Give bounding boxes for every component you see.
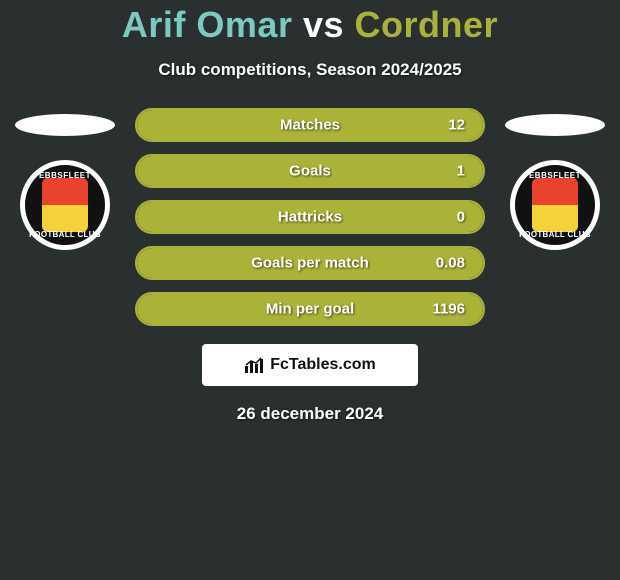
stat-label: Goals <box>289 163 331 180</box>
badge-shield-icon <box>42 178 88 232</box>
stat-value: 1196 <box>432 301 465 318</box>
stat-label: Goals per match <box>251 255 369 272</box>
player2-name: Cordner <box>355 4 499 45</box>
stat-bar: Goals 1 <box>135 154 485 188</box>
content-row: EBBSFLEET UNITED FOOTBALL CLUB Matches 12… <box>0 108 620 326</box>
badge-right-bot-text: FOOTBALL CLUB <box>515 230 595 239</box>
stat-bar: Matches 12 <box>135 108 485 142</box>
date-text: 26 december 2024 <box>0 404 620 424</box>
right-column: EBBSFLEET UNITED FOOTBALL CLUB <box>503 108 607 250</box>
stat-value: 1 <box>457 163 465 180</box>
page-title: Arif Omar vs Cordner <box>0 4 620 46</box>
stat-value: 0.08 <box>436 255 465 272</box>
stat-value: 0 <box>457 209 465 226</box>
stat-label: Matches <box>280 117 340 134</box>
subtitle: Club competitions, Season 2024/2025 <box>0 60 620 80</box>
stat-bar: Min per goal 1196 <box>135 292 485 326</box>
player1-placeholder <box>15 114 115 136</box>
brand-box[interactable]: FcTables.com <box>202 344 418 386</box>
player2-placeholder <box>505 114 605 136</box>
club-badge-right: EBBSFLEET UNITED FOOTBALL CLUB <box>510 160 600 250</box>
left-column: EBBSFLEET UNITED FOOTBALL CLUB <box>13 108 117 250</box>
chart-icon <box>244 356 266 374</box>
stat-value: 12 <box>448 117 465 134</box>
stats-column: Matches 12 Goals 1 Hattricks 0 Goals per match… <box>135 108 485 326</box>
brand-text: FcTables.com <box>270 356 376 374</box>
stat-label: Min per goal <box>266 301 354 318</box>
vs-text: vs <box>303 4 344 45</box>
stat-bar: Goals per match 0.08 <box>135 246 485 280</box>
comparison-card: Arif Omar vs Cordner Club competitions, … <box>0 0 620 424</box>
badge-left-bot-text: FOOTBALL CLUB <box>25 230 105 239</box>
club-badge-left: EBBSFLEET UNITED FOOTBALL CLUB <box>20 160 110 250</box>
stat-label: Hattricks <box>278 209 342 226</box>
player1-name: Arif Omar <box>122 4 293 45</box>
stat-bar: Hattricks 0 <box>135 200 485 234</box>
badge-shield-icon <box>532 178 578 232</box>
